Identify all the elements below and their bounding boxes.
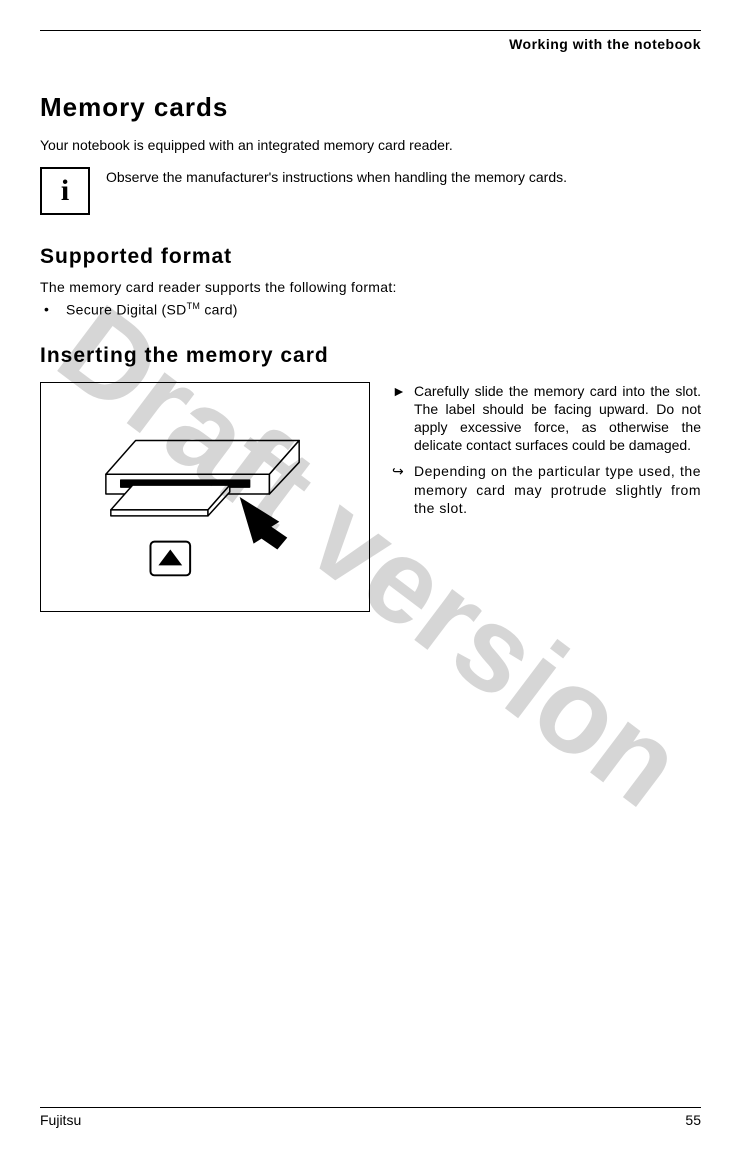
heading-memory-cards: Memory cards — [40, 92, 701, 123]
insert-two-col: ► Carefully slide the memory card into t… — [40, 382, 701, 612]
illustration-box — [40, 382, 370, 612]
bullet-sup: TM — [187, 301, 201, 311]
heading-inserting: Inserting the memory card — [40, 344, 701, 368]
page: Working with the notebook Memory cards Y… — [0, 0, 741, 1158]
bullet-suffix: card) — [200, 302, 238, 318]
footer-rule — [40, 1107, 701, 1108]
footer-brand: Fujitsu — [40, 1112, 81, 1128]
intro-paragraph: Your notebook is equipped with an integr… — [40, 137, 701, 153]
supported-bullet: • Secure Digital (SDTM card) — [40, 301, 701, 318]
result-arrow-icon: ↪ — [392, 462, 414, 517]
running-header: Working with the notebook — [40, 36, 701, 52]
instruction-result: ↪ Depending on the particular type used,… — [392, 462, 701, 517]
bullet-prefix: Secure Digital (SD — [66, 302, 187, 318]
heading-supported-format: Supported format — [40, 245, 701, 269]
step-1-text: Carefully slide the memory card into the… — [414, 382, 701, 455]
footer-page-number: 55 — [685, 1112, 701, 1128]
instructions-column: ► Carefully slide the memory card into t… — [392, 382, 701, 525]
page-footer: Fujitsu 55 — [40, 1107, 701, 1128]
info-note-block: i Observe the manufacturer's instruction… — [40, 167, 701, 215]
info-icon: i — [61, 174, 69, 208]
instruction-step-1: ► Carefully slide the memory card into t… — [392, 382, 701, 455]
bullet-text: Secure Digital (SDTM card) — [66, 301, 238, 318]
bullet-marker: • — [40, 301, 66, 318]
step-arrow-icon: ► — [392, 382, 414, 455]
supported-lead: The memory card reader supports the foll… — [40, 279, 701, 295]
footer-row: Fujitsu 55 — [40, 1112, 701, 1128]
info-icon-box: i — [40, 167, 90, 215]
memory-card-illustration — [41, 383, 369, 611]
result-text: Depending on the particular type used, t… — [414, 462, 701, 517]
info-note-text: Observe the manufacturer's instructions … — [106, 167, 567, 185]
header-rule — [40, 30, 701, 31]
